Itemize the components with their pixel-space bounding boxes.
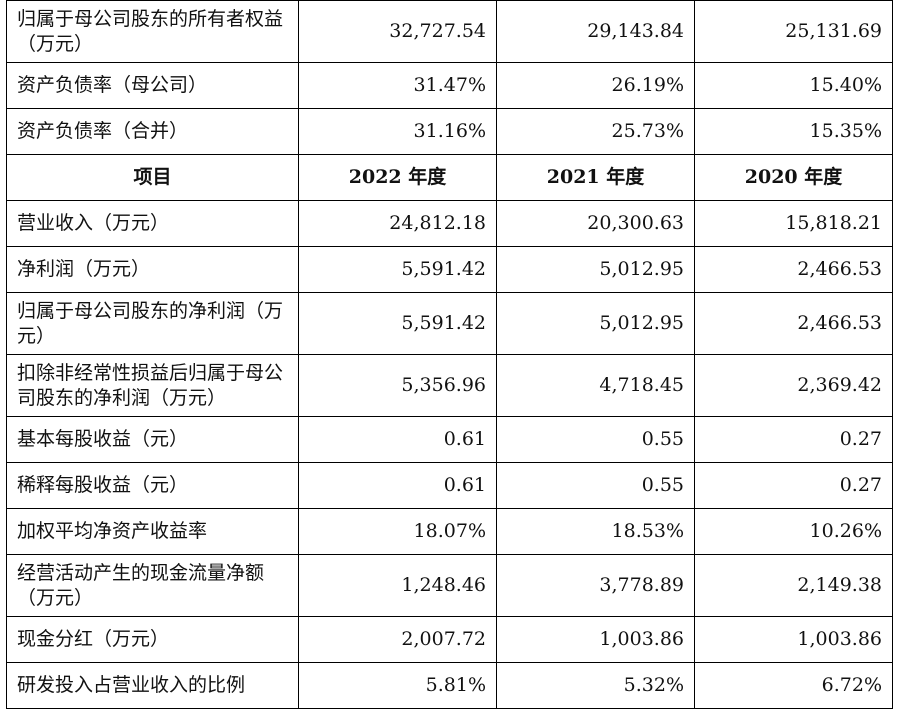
row-label: 归属于母公司股东的所有者权益（万元） (6, 0, 299, 63)
value-2021: 20,300.63 (496, 200, 695, 247)
value-2020: 2,466.53 (694, 292, 893, 355)
row-label: 经营活动产生的现金流量净额（万元） (6, 554, 299, 617)
table-row: 加权平均净资产收益率 18.07% 18.53% 10.26% (6, 508, 893, 555)
row-label: 营业收入（万元） (6, 200, 299, 247)
value-2020: 25,131.69 (694, 0, 893, 63)
value-2021: 18.53% (496, 508, 695, 555)
value-2021: 0.55 (496, 462, 695, 509)
table-row: 归属于母公司股东的所有者权益（万元） 32,727.54 29,143.84 2… (6, 0, 893, 63)
row-label: 现金分红（万元） (6, 616, 299, 663)
table-row: 稀释每股收益（元） 0.61 0.55 0.27 (6, 462, 893, 509)
value-2021: 3,778.89 (496, 554, 695, 617)
value-2022: 5,591.42 (298, 292, 497, 355)
table-row: 现金分红（万元） 2,007.72 1,003.86 1,003.86 (6, 616, 893, 663)
value-2021: 25.73% (496, 108, 695, 155)
row-label: 研发投入占营业收入的比例 (6, 662, 299, 709)
header-item: 项目 (6, 154, 299, 201)
row-label: 基本每股收益（元） (6, 416, 299, 463)
table-row: 净利润（万元） 5,591.42 5,012.95 2,466.53 (6, 246, 893, 293)
table-row: 资产负债率（合并） 31.16% 25.73% 15.35% (6, 108, 893, 155)
table-row: 基本每股收益（元） 0.61 0.55 0.27 (6, 416, 893, 463)
table-row: 研发投入占营业收入的比例 5.81% 5.32% 6.72% (6, 662, 893, 709)
table-row: 经营活动产生的现金流量净额（万元） 1,248.46 3,778.89 2,14… (6, 554, 893, 617)
value-2020: 6.72% (694, 662, 893, 709)
value-2021: 5,012.95 (496, 246, 695, 293)
value-2020: 15.40% (694, 62, 893, 109)
value-2021: 1,003.86 (496, 616, 695, 663)
value-2020: 0.27 (694, 416, 893, 463)
header-2021: 2021 年度 (496, 154, 695, 201)
value-2020: 0.27 (694, 462, 893, 509)
financial-summary-table: 归属于母公司股东的所有者权益（万元） 32,727.54 29,143.84 2… (6, 0, 893, 709)
value-2022: 24,812.18 (298, 200, 497, 247)
value-2022: 1,248.46 (298, 554, 497, 617)
table-row: 营业收入（万元） 24,812.18 20,300.63 15,818.21 (6, 200, 893, 247)
value-2021: 5,012.95 (496, 292, 695, 355)
value-2022: 5.81% (298, 662, 497, 709)
table-header-row: 项目 2022 年度 2021 年度 2020 年度 (6, 154, 893, 201)
value-2022: 5,356.96 (298, 354, 497, 417)
row-label: 资产负债率（合并） (6, 108, 299, 155)
value-2022: 31.47% (298, 62, 497, 109)
value-2020: 2,149.38 (694, 554, 893, 617)
row-label: 净利润（万元） (6, 246, 299, 293)
value-2021: 29,143.84 (496, 0, 695, 63)
value-2022: 31.16% (298, 108, 497, 155)
row-label: 加权平均净资产收益率 (6, 508, 299, 555)
table-row: 资产负债率（母公司） 31.47% 26.19% 15.40% (6, 62, 893, 109)
row-label: 扣除非经常性损益后归属于母公司股东的净利润（万元） (6, 354, 299, 417)
table-row: 扣除非经常性损益后归属于母公司股东的净利润（万元） 5,356.96 4,718… (6, 354, 893, 417)
value-2022: 0.61 (298, 416, 497, 463)
value-2022: 32,727.54 (298, 0, 497, 63)
value-2021: 5.32% (496, 662, 695, 709)
row-label: 稀释每股收益（元） (6, 462, 299, 509)
header-2022: 2022 年度 (298, 154, 497, 201)
row-label: 资产负债率（母公司） (6, 62, 299, 109)
value-2022: 18.07% (298, 508, 497, 555)
value-2022: 2,007.72 (298, 616, 497, 663)
value-2020: 10.26% (694, 508, 893, 555)
value-2022: 0.61 (298, 462, 497, 509)
value-2021: 0.55 (496, 416, 695, 463)
value-2020: 2,369.42 (694, 354, 893, 417)
value-2020: 2,466.53 (694, 246, 893, 293)
header-2020: 2020 年度 (694, 154, 893, 201)
row-label: 归属于母公司股东的净利润（万元） (6, 292, 299, 355)
value-2020: 15.35% (694, 108, 893, 155)
value-2021: 26.19% (496, 62, 695, 109)
value-2020: 1,003.86 (694, 616, 893, 663)
value-2020: 15,818.21 (694, 200, 893, 247)
value-2022: 5,591.42 (298, 246, 497, 293)
table-row: 归属于母公司股东的净利润（万元） 5,591.42 5,012.95 2,466… (6, 292, 893, 355)
value-2021: 4,718.45 (496, 354, 695, 417)
